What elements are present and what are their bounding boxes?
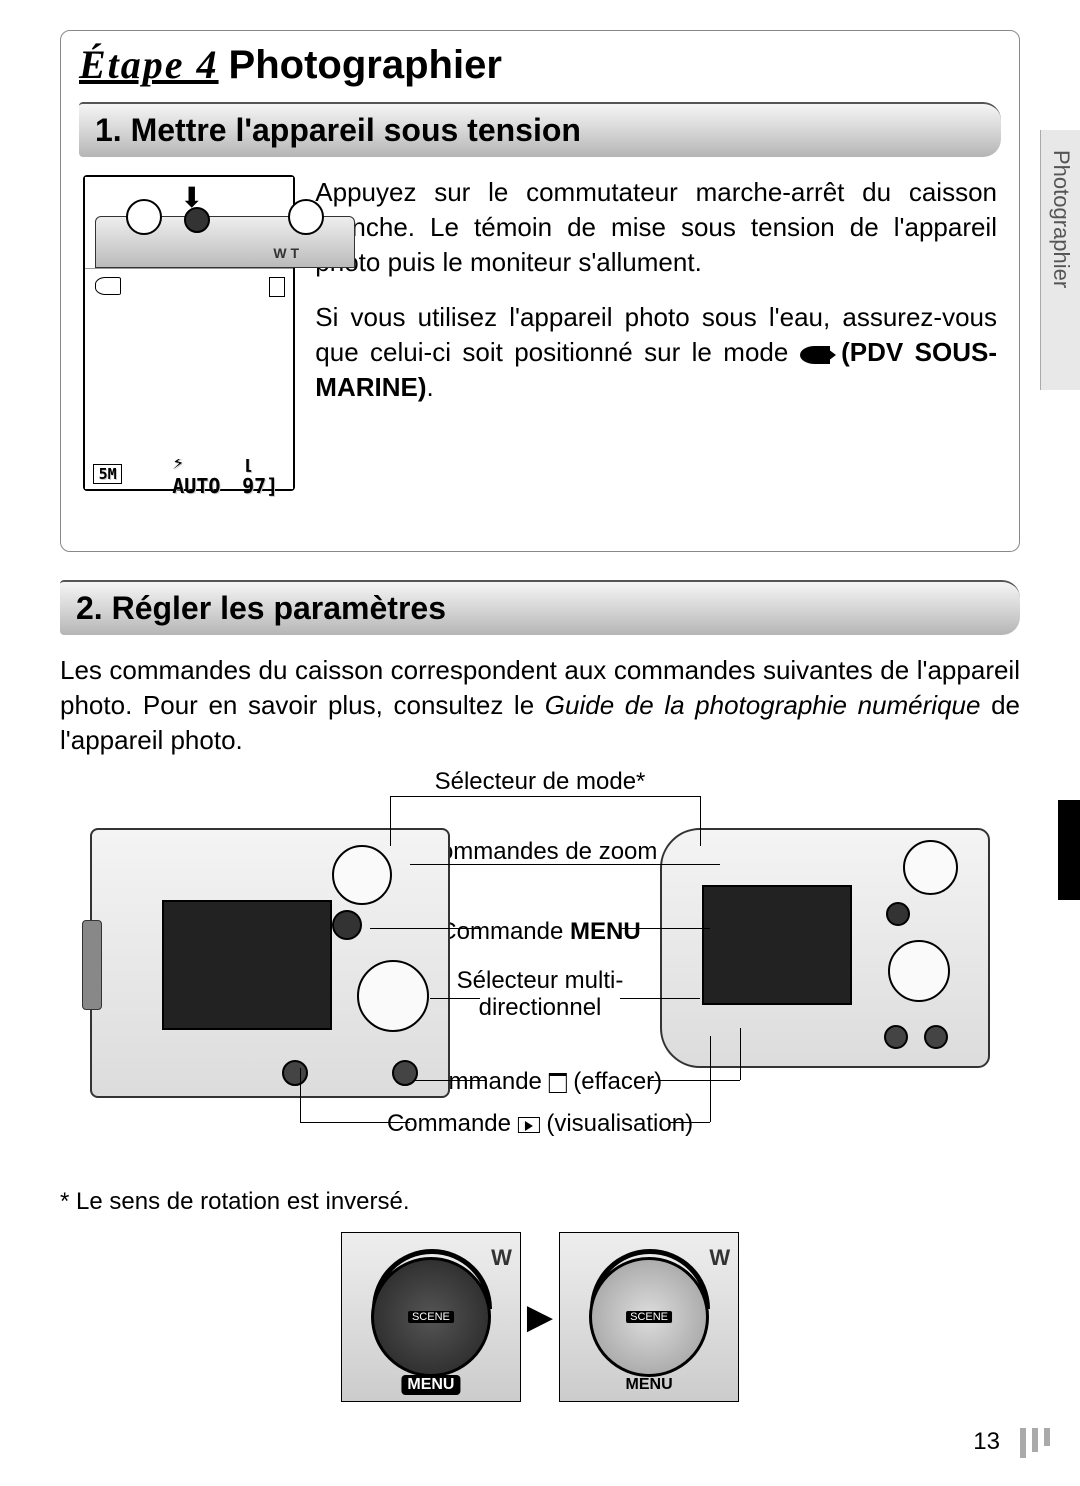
footnote: * Le sens de rotation est inversé. <box>60 1188 1020 1216</box>
section1-heading: 1. Mettre l'appareil sous tension <box>79 102 1001 157</box>
play-icon <box>518 1117 540 1133</box>
wt-label: W T <box>273 245 299 261</box>
rotation-right: W SCENE MENU <box>559 1232 739 1402</box>
label-menu: Commande MENU <box>439 918 640 946</box>
fish-inline-icon <box>800 346 830 364</box>
side-label: Photographier <box>1048 150 1074 288</box>
thumb-tab <box>1058 800 1080 900</box>
label-zoom: Commandes de zoom <box>423 838 658 866</box>
arrow-right-icon: ▶ <box>527 1297 553 1337</box>
step-title: Étape 4 Photographier <box>79 41 1001 88</box>
label-play: Commande (visualisation) <box>387 1110 693 1138</box>
rotation-left: W SCENE MENU <box>341 1232 521 1402</box>
camera-status: 5M ⚡ AUTO [ 97] <box>85 459 293 489</box>
page-number: 13 <box>973 1428 1000 1456</box>
step-panel: Étape 4 Photographier 1. Mettre l'appare… <box>60 30 1020 552</box>
section1-text: Appuyez sur le commutateur marche-arrêt … <box>315 175 997 426</box>
label-mode: Sélecteur de mode* <box>435 768 646 796</box>
section1-para1: Appuyez sur le commutateur marche-arrêt … <box>315 175 997 280</box>
status-resolution: 5M <box>93 464 122 484</box>
step-label: Étape 4 <box>79 41 219 88</box>
camera-illustration: ⬇ W T 5M ⚡ AUTO [ 97] <box>83 175 295 491</box>
label-delete: Commande (effacer) <box>418 1068 662 1096</box>
controls-diagram: Sélecteur de mode* Commandes de zoom Com… <box>90 768 990 1178</box>
housing-illustration <box>90 828 450 1098</box>
rotation-illustration: W SCENE MENU ▶ W SCENE MENU <box>60 1232 1020 1402</box>
label-multi: Sélecteur multi-directionnel <box>440 968 640 1021</box>
card-icon <box>269 277 285 297</box>
step-name: Photographier <box>229 43 502 88</box>
rot-w-label: W <box>491 1245 512 1271</box>
section2-heading: 2. Régler les paramètres <box>60 580 1020 635</box>
section1-para2: Si vous utilisez l'appareil photo sous l… <box>315 300 997 405</box>
rot-w-label-2: W <box>709 1245 730 1271</box>
trash-icon <box>549 1073 567 1093</box>
fish-icon <box>95 277 121 295</box>
rot-menu-label-2: MENU <box>620 1375 679 1395</box>
rot-menu-label: MENU <box>401 1375 460 1395</box>
page-decoration <box>1020 1428 1050 1458</box>
section2-para: Les commandes du caisson correspondent a… <box>60 653 1020 758</box>
